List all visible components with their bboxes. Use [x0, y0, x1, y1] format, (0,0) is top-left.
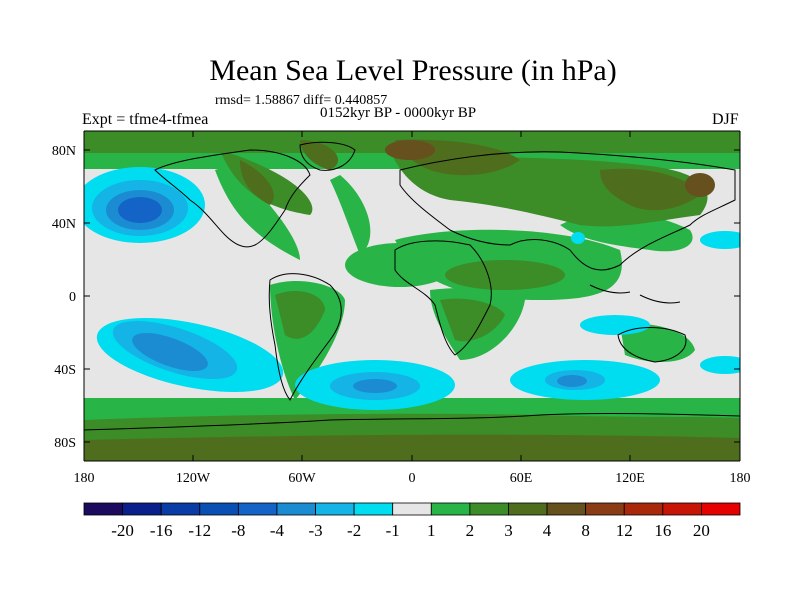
north-america-coast — [154, 149, 311, 248]
map-title: Mean Sea Level Pressure (in hPa) — [209, 54, 617, 87]
statistics-label: rmsd= 1.58867 diff= 0.440857 — [215, 93, 388, 108]
colorbar-swatch — [585, 502, 625, 516]
lon-tick-label: 180 — [74, 471, 95, 486]
colorbar-swatch — [276, 502, 316, 516]
colorbar-label: -8 — [231, 521, 245, 540]
colorbar-swatch — [160, 502, 201, 516]
greenland-coast — [299, 141, 356, 171]
colorbar-label: -2 — [347, 521, 361, 540]
colorbar-label: -1 — [386, 521, 400, 540]
lon-tick-labels: 180 120W 60W 0 60E 120E 180 — [74, 471, 751, 486]
colorbar-label: 12 — [616, 521, 633, 540]
negative-anomaly-peak — [118, 197, 162, 223]
colorbar-swatch — [237, 502, 278, 516]
colorbar-swatch — [508, 502, 548, 516]
map-panel — [84, 131, 740, 461]
australia-coast — [617, 327, 687, 363]
lon-tick-label: 120W — [176, 471, 211, 486]
coastlines — [84, 141, 740, 431]
lon-tick-label: 120E — [615, 471, 645, 486]
colorbar-label: 4 — [543, 521, 552, 540]
colorbar-swatch — [469, 502, 509, 516]
colorbar-label: -4 — [270, 521, 285, 540]
colorbar-label: 16 — [654, 521, 671, 540]
positive-anomaly-high — [84, 139, 740, 461]
colorbar-swatch — [315, 502, 355, 516]
season-label: DJF — [712, 111, 739, 128]
lat-tick-labels: 80N 40N 0 40S 80S — [52, 144, 76, 451]
period-label: 0152kyr BP - 0000kyr BP — [320, 105, 477, 121]
colorbar-label: -3 — [308, 521, 322, 540]
colorbar-label: 1 — [427, 521, 436, 540]
colorbar: -20 -16 -12 -8 -4 -3 -2 -1 1 2 3 4 8 12 16 20 — [83, 502, 741, 540]
colorbar-label: -16 — [150, 521, 173, 540]
colorbar-swatch — [83, 502, 123, 516]
colorbar-swatch — [122, 502, 162, 516]
colorbar-swatch — [353, 502, 394, 516]
colorbar-label: -12 — [188, 521, 211, 540]
colorbar-swatch — [430, 502, 471, 516]
colorbar-swatch — [392, 502, 432, 516]
colorbar-swatch — [701, 502, 741, 516]
lat-tick-label: 0 — [69, 290, 76, 305]
colorbar-label: -20 — [111, 521, 134, 540]
lon-tick-label: 0 — [409, 471, 416, 486]
colorbar-swatch — [199, 502, 239, 516]
colorbar-label: 3 — [504, 521, 513, 540]
lat-tick-label: 40S — [54, 363, 76, 378]
lat-tick-label: 40N — [52, 217, 76, 232]
colorbar-label: 2 — [466, 521, 475, 540]
experiment-label: Expt = tfme4-tfmea — [82, 111, 209, 128]
maritime-continent-coast — [589, 284, 681, 304]
south-america-coast — [268, 273, 342, 401]
colorbar-label: 20 — [693, 521, 710, 540]
colorbar-label: 8 — [581, 521, 590, 540]
eurasia-coast — [399, 151, 736, 271]
lat-tick-label: 80S — [54, 436, 76, 451]
antarctica-coast — [84, 412, 740, 431]
lat-tick-label: 80N — [52, 144, 76, 159]
lon-tick-label: 180 — [730, 471, 751, 486]
lon-tick-label: 60W — [288, 471, 316, 486]
axes — [83, 130, 741, 462]
colorbar-swatch — [623, 502, 664, 516]
africa-coast — [394, 240, 492, 356]
positive-anomaly-peak — [385, 140, 715, 197]
colorbar-swatch — [546, 502, 587, 516]
lon-tick-label: 60E — [510, 471, 533, 486]
colorbar-swatch — [662, 502, 702, 516]
